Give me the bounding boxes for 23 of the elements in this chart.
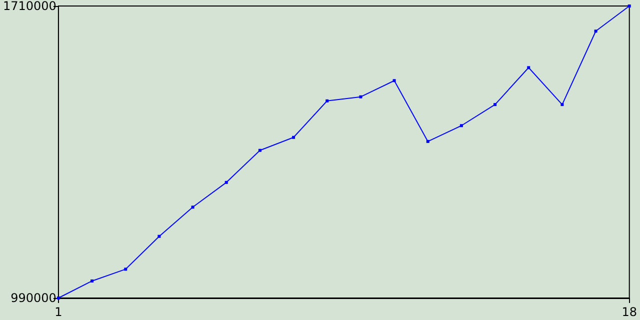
point bbox=[326, 99, 329, 102]
line-series bbox=[56, 4, 631, 300]
point bbox=[560, 103, 564, 106]
point bbox=[527, 66, 530, 70]
y-tick-label: 990000 bbox=[10, 291, 56, 305]
x-tick-label: 18 bbox=[622, 305, 638, 319]
point bbox=[594, 30, 598, 33]
point bbox=[224, 180, 228, 184]
point bbox=[158, 234, 161, 238]
point bbox=[426, 140, 430, 143]
point bbox=[191, 206, 194, 209]
point bbox=[494, 103, 497, 106]
point bbox=[56, 296, 60, 300]
point bbox=[124, 268, 128, 271]
point bbox=[628, 4, 631, 8]
point bbox=[460, 124, 463, 128]
point bbox=[90, 279, 94, 282]
point bbox=[292, 136, 296, 139]
x-tick-label: 1 bbox=[54, 305, 62, 319]
point bbox=[359, 95, 362, 98]
point bbox=[258, 148, 262, 152]
point bbox=[392, 79, 396, 82]
y-tick-label: 1710000 bbox=[2, 0, 56, 13]
